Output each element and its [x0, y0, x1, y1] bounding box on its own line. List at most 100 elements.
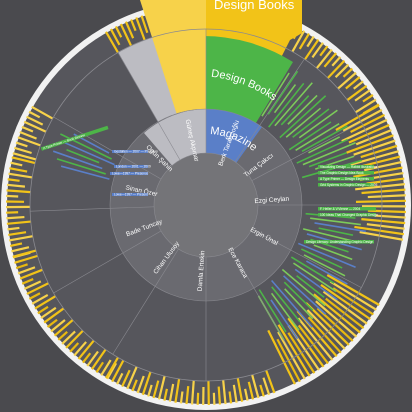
book-spoke[interactable]	[355, 98, 377, 114]
book-spoke[interactable]	[360, 144, 398, 159]
book-spoke[interactable]	[267, 329, 296, 385]
book-spoke[interactable]	[306, 309, 346, 350]
book-spoke[interactable]	[116, 372, 124, 385]
book-spoke[interactable]	[277, 331, 306, 380]
book-spoke[interactable]	[342, 108, 383, 132]
book-spoke[interactable]	[124, 21, 135, 39]
item-spoke[interactable]	[310, 217, 361, 226]
book-spoke[interactable]	[43, 307, 65, 324]
book-spoke[interactable]	[65, 329, 84, 349]
book-spoke[interactable]	[311, 42, 324, 59]
book-spoke[interactable]	[109, 28, 121, 46]
book-spoke[interactable]	[105, 31, 119, 54]
book-spoke[interactable]	[350, 113, 386, 133]
book-spoke[interactable]	[147, 384, 153, 397]
book-spoke[interactable]	[298, 32, 310, 50]
book-spoke[interactable]	[23, 120, 47, 133]
book-spoke[interactable]	[345, 76, 361, 90]
book-spoke[interactable]	[135, 17, 146, 41]
book-spoke[interactable]	[10, 161, 23, 167]
book-spoke[interactable]	[212, 392, 216, 405]
item-spoke[interactable]	[288, 121, 332, 151]
book-spoke[interactable]	[251, 374, 260, 399]
book-spoke[interactable]	[163, 388, 168, 401]
book-spoke[interactable]	[196, 392, 200, 405]
book-spoke[interactable]	[131, 379, 138, 392]
book-spoke[interactable]	[342, 67, 354, 78]
book-spoke[interactable]	[130, 19, 137, 32]
right-item-2[interactable]: The Graphic Design Idea Book	[320, 171, 364, 175]
book-spoke[interactable]	[23, 280, 42, 290]
left-item-1[interactable]: Gestalten — 2007 — Precision	[114, 150, 158, 154]
item-spoke[interactable]	[302, 142, 356, 166]
book-spoke[interactable]	[361, 218, 406, 225]
item-spoke[interactable]	[314, 222, 366, 233]
book-spoke[interactable]	[34, 295, 57, 310]
item-spoke[interactable]	[296, 138, 348, 164]
item-spoke[interactable]	[308, 151, 347, 168]
book-spoke[interactable]	[53, 319, 74, 337]
book-spoke[interactable]	[363, 160, 402, 172]
book-spoke[interactable]	[19, 268, 43, 280]
item-spoke[interactable]	[292, 108, 330, 138]
left-item-3[interactable]: Lowe—1997 — Presence	[112, 172, 149, 176]
right-item-5[interactable]: F. Heller & V.Vienne — 2004	[320, 207, 360, 211]
item-spoke[interactable]	[301, 159, 362, 179]
item-spoke[interactable]	[52, 150, 103, 170]
book-spoke[interactable]	[12, 249, 37, 258]
left-item-4[interactable]: Lowe—1997 — Present	[114, 193, 148, 197]
book-spoke[interactable]	[346, 84, 368, 101]
book-spoke[interactable]	[304, 38, 320, 61]
book-spoke[interactable]	[244, 388, 249, 401]
item-spoke[interactable]	[303, 254, 346, 277]
right-item-mid[interactable]: Design Literacy: Understanding Graphic D…	[306, 240, 374, 244]
book-spoke[interactable]	[7, 226, 20, 231]
book-spoke[interactable]	[322, 290, 368, 325]
book-spoke[interactable]	[37, 305, 49, 315]
book-spoke[interactable]	[355, 183, 406, 191]
item-spoke[interactable]	[280, 95, 310, 126]
book-spoke[interactable]	[217, 386, 222, 405]
book-spoke[interactable]	[190, 380, 195, 405]
book-spoke[interactable]	[350, 150, 399, 166]
book-spoke[interactable]	[329, 280, 377, 311]
book-spoke[interactable]	[57, 330, 68, 341]
book-spoke[interactable]	[8, 172, 33, 179]
book-spoke[interactable]	[6, 215, 25, 220]
right-item-3[interactable]: A Type Primer — Design Elements	[320, 177, 369, 181]
item-spoke[interactable]	[261, 72, 290, 117]
book-spoke[interactable]	[106, 362, 118, 380]
book-spoke[interactable]	[262, 377, 271, 396]
book-spoke[interactable]	[367, 194, 406, 199]
right-item-4[interactable]: Grid Systems in Graphic Design — 2006	[320, 183, 378, 187]
book-spoke[interactable]	[126, 366, 138, 390]
item-spoke[interactable]	[273, 84, 297, 114]
book-spoke[interactable]	[26, 282, 49, 295]
book-spoke[interactable]	[14, 254, 38, 264]
book-spoke[interactable]	[323, 52, 337, 68]
book-spoke[interactable]	[7, 178, 20, 182]
book-spoke[interactable]	[313, 293, 361, 334]
person-name[interactable]: Damla Ertekin	[197, 250, 207, 292]
book-spoke[interactable]	[21, 125, 34, 133]
book-spoke[interactable]	[354, 89, 371, 102]
book-spoke[interactable]	[247, 381, 255, 400]
book-spoke[interactable]	[174, 378, 181, 403]
book-spoke[interactable]	[366, 177, 405, 185]
book-spoke[interactable]	[259, 384, 265, 397]
book-spoke[interactable]	[6, 189, 31, 194]
book-spoke[interactable]	[77, 339, 95, 360]
book-spoke[interactable]	[19, 131, 37, 140]
item-spoke[interactable]	[287, 94, 318, 125]
item-spoke[interactable]	[283, 281, 314, 311]
book-spoke[interactable]	[287, 317, 325, 368]
book-spoke[interactable]	[69, 342, 80, 353]
book-spoke[interactable]	[331, 56, 342, 67]
item-spoke[interactable]	[284, 288, 314, 320]
book-spoke[interactable]	[366, 223, 405, 230]
book-spoke[interactable]	[141, 371, 152, 396]
book-spoke[interactable]	[291, 30, 306, 53]
book-spoke[interactable]	[21, 278, 34, 285]
book-spoke[interactable]	[265, 370, 276, 394]
item-spoke[interactable]	[296, 275, 325, 298]
